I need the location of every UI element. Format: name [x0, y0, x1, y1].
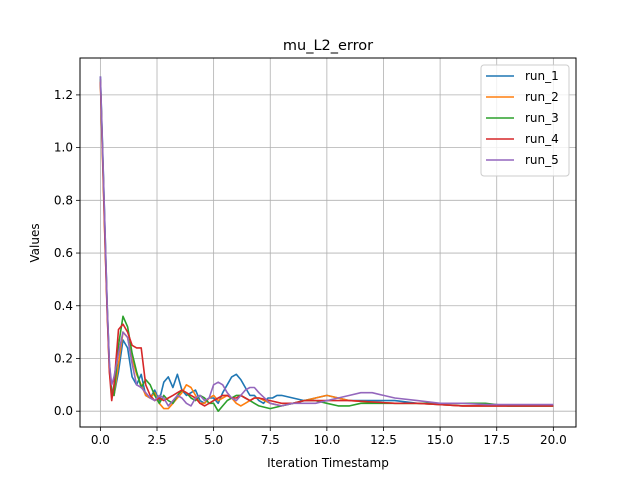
x-tick-label: 7.5: [261, 433, 280, 447]
x-tick-label: 5.0: [204, 433, 223, 447]
legend-label: run_5: [525, 153, 559, 167]
x-tick-label: 0.0: [91, 433, 110, 447]
y-tick-label: 1.2: [54, 88, 73, 102]
legend-label: run_4: [525, 132, 559, 146]
x-tick-label: 20.0: [540, 433, 567, 447]
x-tick-label: 12.5: [370, 433, 397, 447]
plot-frame: [79, 57, 577, 428]
y-tick-label: 1.0: [54, 141, 73, 155]
x-axis-ticks: 0.0 2.5 5.0 7.5 10.0 12.5 15.0 17.5 20.0: [91, 427, 567, 447]
y-tick-label: 0.6: [54, 246, 73, 260]
legend: run_1 run_2 run_3 run_4 run_5: [480, 64, 570, 177]
legend-label: run_1: [525, 69, 559, 83]
chart-title: mu_L2_error: [283, 38, 373, 54]
y-tick-label: 0.2: [54, 351, 73, 365]
legend-label: run_3: [525, 111, 559, 125]
y-axis-label: Values: [28, 223, 42, 262]
x-tick-label: 10.0: [314, 433, 341, 447]
x-axis-label: Iteration Timestamp: [267, 456, 389, 470]
x-tick-label: 2.5: [147, 433, 166, 447]
series-lines: [99, 76, 554, 412]
legend-label: run_2: [525, 90, 559, 104]
y-tick-label: 0.4: [54, 299, 73, 313]
x-tick-label: 15.0: [427, 433, 454, 447]
y-axis-ticks: 0.0 0.2 0.4 0.6 0.8 1.0 1.2: [54, 88, 80, 418]
y-tick-label: 0.8: [54, 193, 73, 207]
series-line-run-5: [99, 76, 554, 407]
y-tick-label: 0.0: [54, 404, 73, 418]
legend-box: [480, 64, 570, 177]
series-line-run-4: [99, 81, 554, 407]
x-tick-label: 17.5: [483, 433, 510, 447]
